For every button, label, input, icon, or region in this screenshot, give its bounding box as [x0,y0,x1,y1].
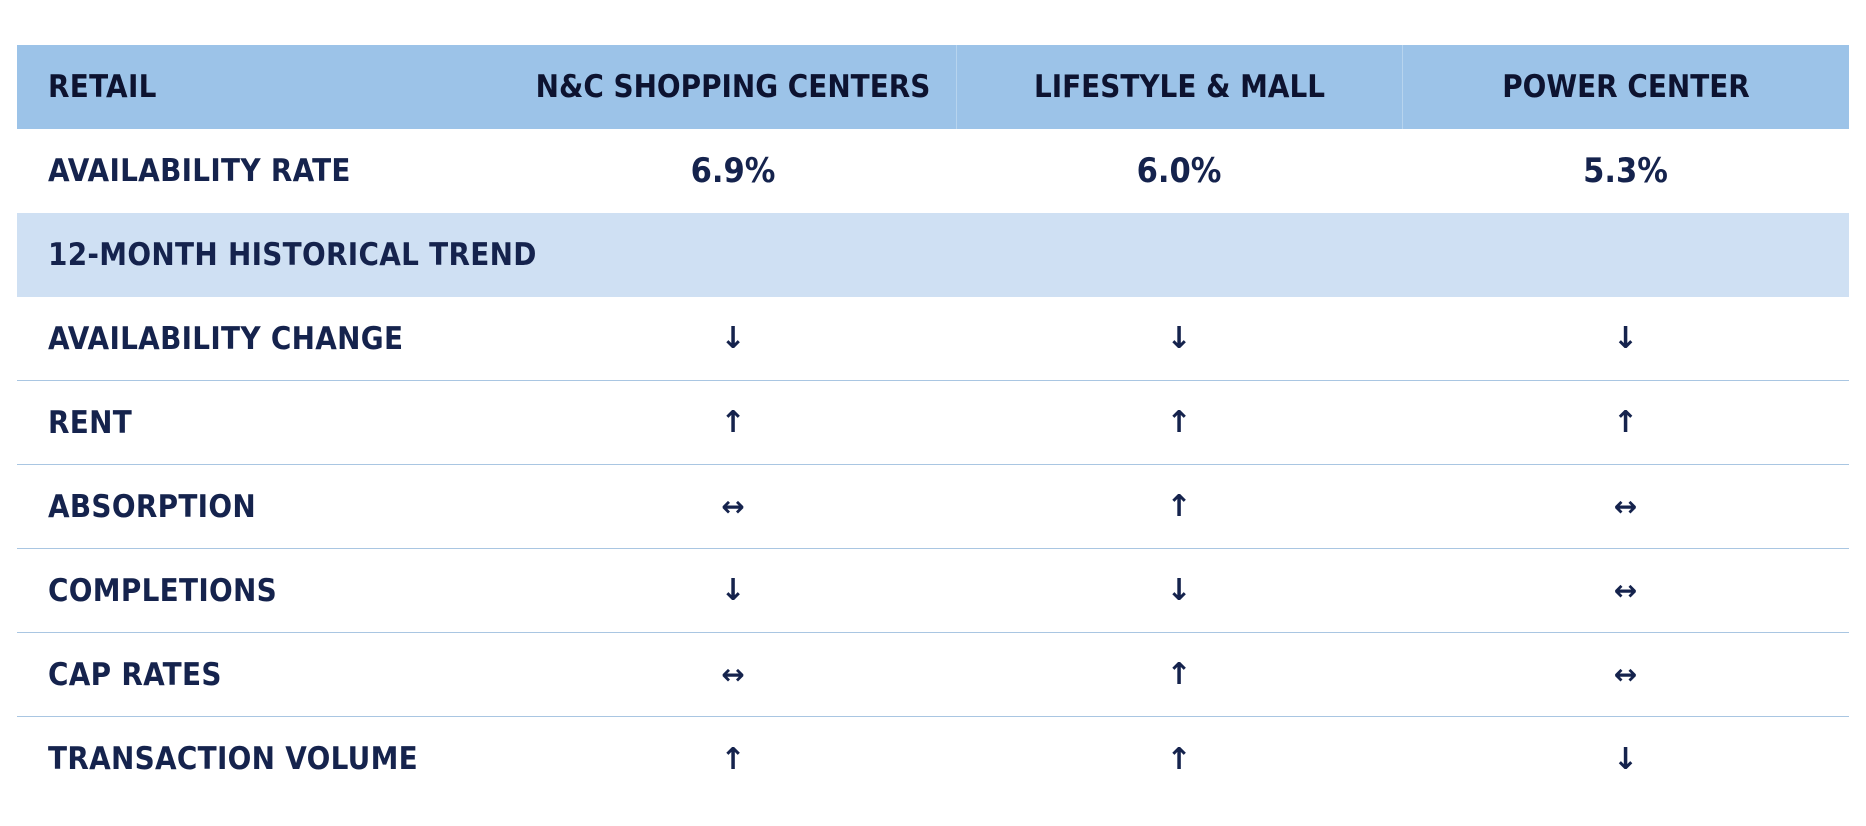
column-header-power-center: POWER CENTER [1402,45,1849,129]
trend-cell: ↔ [1402,633,1849,716]
table-row: CAP RATES ↔ ↑ ↔ [17,633,1849,717]
arrow-up-icon: ↑ [1166,741,1192,777]
table-header-row: RETAIL N&C SHOPPING CENTERS LIFESTYLE & … [17,45,1849,129]
trend-cell: ↓ [510,297,956,380]
trend-cell: ↓ [1402,297,1849,380]
arrow-up-icon: ↑ [1166,405,1192,440]
trend-cell: ↓ [510,549,956,632]
segment-label: RETAIL [48,69,157,105]
arrow-down-icon: ↓ [1612,321,1639,356]
trend-cell: ↔ [510,465,956,548]
trend-cell: ↑ [956,465,1402,548]
trend-cell: ↔ [1402,549,1849,632]
table-row: TRANSACTION VOLUME ↑ ↑ ↓ [17,717,1849,801]
trend-cell: ↑ [510,717,956,801]
trend-cell: ↓ [956,549,1402,632]
arrow-down-icon: ↓ [720,321,746,356]
table-row: ABSORPTION ↔ ↑ ↔ [17,465,1849,549]
arrow-down-icon: ↓ [720,573,746,608]
trend-cell: ↓ [1402,717,1849,801]
column-header-nc-shopping-centers: N&C SHOPPING CENTERS [535,69,931,105]
trend-cell: ↑ [510,381,956,464]
table-row: AVAILABILITY CHANGE ↓ ↓ ↓ [17,297,1849,381]
section-header-row: 12-MONTH HISTORICAL TREND [17,213,1849,297]
row-label: TRANSACTION VOLUME [48,741,418,777]
availability-rate-row: AVAILABILITY RATE 6.9% 6.0% 5.3% [17,129,1849,213]
row-label: RENT [48,404,133,441]
trend-cell: ↔ [1402,465,1849,548]
trend-cell: ↔ [510,633,956,716]
arrow-left-right-icon: ↔ [1613,490,1638,523]
arrow-left-right-icon: ↔ [721,490,745,523]
row-label: CAP RATES [48,656,222,693]
availability-rate-value: 6.9% [690,151,776,191]
row-label: ABSORPTION [48,488,256,525]
trend-cell: ↑ [956,633,1402,716]
arrow-up-icon: ↑ [1612,405,1639,440]
table-row: COMPLETIONS ↓ ↓ ↔ [17,549,1849,633]
table-row: RENT ↑ ↑ ↑ [17,381,1849,465]
row-label: AVAILABILITY CHANGE [48,320,404,357]
row-label: AVAILABILITY RATE [48,153,351,189]
column-header-lifestyle-mall: LIFESTYLE & MALL [956,45,1402,129]
arrow-up-icon: ↑ [1166,489,1192,524]
arrow-down-icon: ↓ [1166,321,1192,356]
row-label: COMPLETIONS [48,572,278,609]
section-title: 12-MONTH HISTORICAL TREND [48,237,537,273]
arrow-up-icon: ↑ [720,405,746,440]
retail-trend-table: RETAIL N&C SHOPPING CENTERS LIFESTYLE & … [17,45,1849,801]
arrow-left-right-icon: ↔ [1613,658,1638,691]
availability-rate-value: 6.0% [1136,151,1222,191]
trend-cell: ↓ [956,297,1402,380]
arrow-up-icon: ↑ [720,741,746,777]
availability-rate-value: 5.3% [1583,151,1668,191]
arrow-down-icon: ↓ [1166,573,1192,608]
arrow-left-right-icon: ↔ [721,658,745,691]
trend-cell: ↑ [1402,381,1849,464]
arrow-left-right-icon: ↔ [1613,574,1638,607]
trend-cell: ↑ [956,381,1402,464]
arrow-up-icon: ↑ [1166,657,1192,692]
arrow-down-icon: ↓ [1612,741,1639,777]
trend-cell: ↑ [956,717,1402,801]
